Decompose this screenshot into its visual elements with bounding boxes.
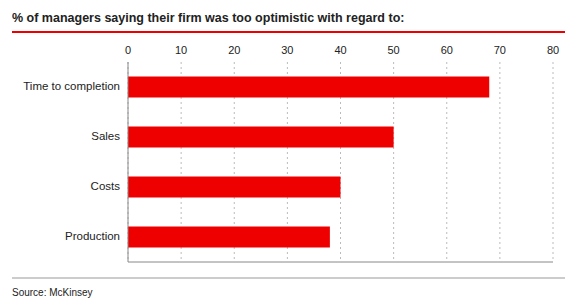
title-rule [12,31,565,33]
source-rule [12,278,565,279]
x-tick-label: 40 [334,44,346,56]
x-tick-label: 70 [494,44,506,56]
category-label: Production [65,230,120,242]
grid-line [553,62,554,262]
x-tick-label: 60 [441,44,453,56]
bar [128,177,341,198]
x-axis-line [128,262,553,263]
chart-svg: % of managers saying their firm was too … [0,0,575,305]
grid-line [499,62,500,262]
x-tick-label: 10 [175,44,187,56]
category-label: Time to completion [23,80,120,92]
x-tick-label: 50 [388,44,400,56]
x-tick-label: 80 [547,44,559,56]
x-tick-label: 30 [281,44,293,56]
x-tick-label: 20 [228,44,240,56]
bars [128,77,489,248]
grid-line [128,62,129,262]
chart-container: % of managers saying their firm was too … [0,0,575,305]
title: % of managers saying their firm was too … [12,11,404,25]
x-tick-label: 0 [125,44,131,56]
bar [128,77,489,98]
category-label: Sales [91,130,120,142]
y-axis-line [128,62,129,262]
bar [128,127,394,148]
grid [128,62,553,262]
source: Source: McKinsey [12,287,93,298]
category-label: Costs [91,180,121,192]
bar [128,227,330,248]
